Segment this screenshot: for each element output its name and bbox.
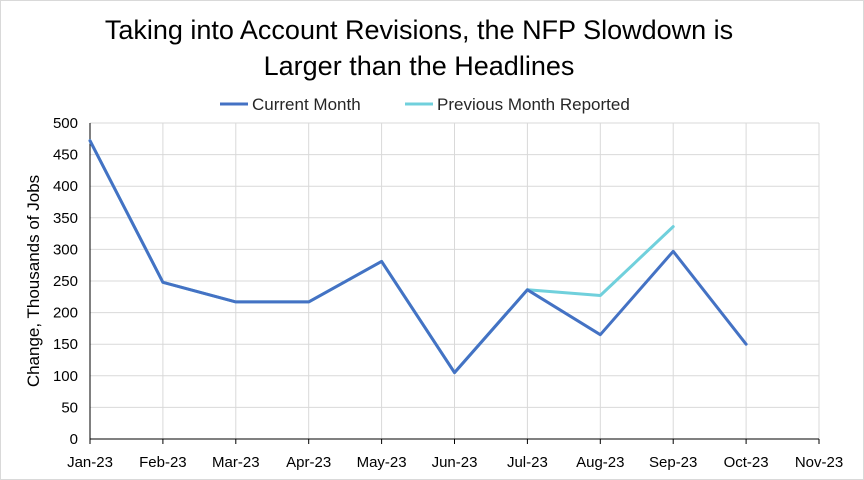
y-tick-label: 100 (53, 368, 78, 385)
y-tick-label: 350 (53, 210, 78, 227)
x-tick-label: Oct-23 (724, 454, 769, 471)
y-axis-tick-labels: 0 50 100 150 200 250 300 350 400 450 500 (53, 115, 78, 448)
x-tick-label: Mar-23 (212, 454, 260, 471)
axes (89, 123, 820, 444)
y-tick-label: 450 (53, 147, 78, 164)
x-tick-label: Aug-23 (576, 454, 624, 471)
y-tick-label: 250 (53, 273, 78, 290)
chart-title-line-1: Taking into Account Revisions, the NFP S… (105, 15, 733, 45)
y-tick-label: 300 (53, 241, 78, 258)
x-tick-label: Jun-23 (432, 454, 478, 471)
y-tick-label: 200 (53, 305, 78, 322)
legend: Current Month Previous Month Reported (220, 95, 630, 114)
x-tick-label: Nov-23 (795, 454, 843, 471)
x-tick-label: Apr-23 (286, 454, 331, 471)
gridlines (90, 122, 820, 439)
x-tick-label: Jan-23 (67, 454, 113, 471)
series-lines (88, 139, 748, 375)
y-tick-label: 400 (53, 178, 78, 195)
legend-label: Previous Month Reported (437, 95, 630, 114)
legend-label: Current Month (252, 95, 361, 114)
x-tick-label: May-23 (357, 454, 407, 471)
y-tick-label: 0 (70, 431, 78, 448)
y-tick-label: 50 (61, 399, 78, 416)
y-axis-title: Change, Thousands of Jobs (24, 175, 43, 387)
x-tick-label: Feb-23 (139, 454, 187, 471)
chart-title-line-2: Larger than the Headlines (264, 51, 575, 81)
series-line-current-month (88, 139, 748, 375)
x-tick-label: Jul-23 (507, 454, 548, 471)
x-axis-tick-labels: Jan-23 Feb-23 Mar-23 Apr-23 May-23 Jun-23 Jul-… (67, 454, 843, 471)
y-tick-label: 500 (53, 115, 78, 132)
x-tick-label: Sep-23 (649, 454, 697, 471)
y-tick-label: 150 (53, 336, 78, 353)
